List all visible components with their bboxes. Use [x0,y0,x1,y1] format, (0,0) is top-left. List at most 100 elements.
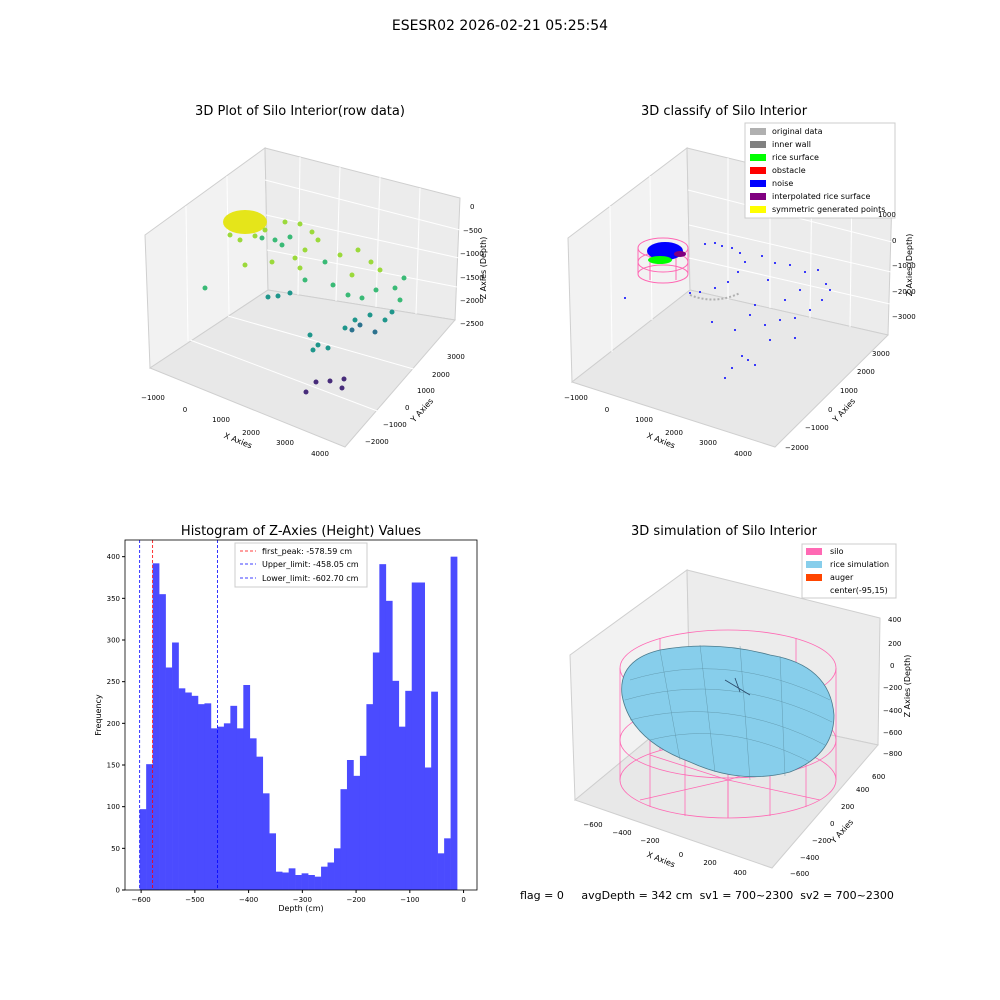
raw-ytick: −1000 [383,421,407,429]
raw-ytick: 2000 [432,371,450,379]
raw-ztick: −500 [463,227,482,235]
y-tick-label: 350 [107,595,120,603]
x-tick-label: −500 [185,896,204,904]
sim-rice-mesh [624,644,833,781]
sim-legend-swatch [806,574,822,581]
x-tick-label: −300 [293,896,312,904]
raw-ytick: 1000 [417,387,435,395]
raw-xtick: 0 [183,406,187,414]
histogram-x-axis: −600 −500 −400 −300 −200 −100 0 [132,890,466,904]
classify-legend-label: obstacle [772,166,806,175]
sim-ztick: 0 [890,662,894,670]
histogram-bar [159,594,166,890]
classify-legend-label: inner wall [772,140,811,149]
histogram-ylabel: Frequency [94,694,103,736]
sim-xtick: −600 [583,821,602,829]
classify-xtick: 4000 [734,450,752,458]
classify-ztick: 1000 [878,211,896,219]
sim-legend-swatch [806,548,822,555]
classify-interp-surface [674,251,686,257]
raw-ztick: −2500 [460,320,484,328]
y-tick-label: 400 [107,553,120,561]
classify-legend-label: noise [772,179,793,188]
raw-xtick: −1000 [141,394,165,402]
histogram-plot-frame [124,539,478,891]
histogram-bar [223,723,231,890]
sim-xtick: 400 [733,869,746,877]
simulation-legend: silo rice simulation auger center(-95,15… [801,543,897,599]
classify-pane-floor [570,289,889,448]
classify-ztick: −3000 [892,313,916,321]
classify-legend-swatch [750,167,766,174]
sim-ytick: 600 [872,773,885,781]
raw-ztick: −1000 [460,250,484,258]
histogram-bar [146,764,153,890]
classify-inner-wall-arc [689,292,741,301]
classify-plot-title: 3D classify of Silo Interior [640,104,808,119]
classify-3d-plot: original data inner wall rice surface ob… [564,122,916,458]
histogram-bar [269,833,277,890]
histogram-y-axis: 0 50 100 150 200 250 300 350 400 [107,553,125,895]
histogram-chart: −600 −500 −400 −300 −200 −100 0 0 50 100 150 200 25… [94,539,478,913]
classify-xtick: 3000 [699,439,717,447]
raw-ztick: −2000 [460,297,484,305]
histogram-bar [353,775,361,890]
histogram-bar [392,680,400,890]
classify-legend-label: interpolated rice surface [772,192,870,201]
histogram-bar [327,862,335,890]
legend-label: Lower_limit: -602.70 cm [262,574,359,583]
classify-rice-surface [648,256,672,264]
histogram-bar [314,876,322,890]
raw-xtick: 2000 [242,429,260,437]
raw-rice-cluster [223,210,267,234]
classify-legend-label: rice surface [772,153,819,162]
histogram-bar [301,873,309,890]
histogram-bar [405,690,413,890]
x-tick-label: −200 [346,896,365,904]
histogram-bar [256,756,264,890]
sim-ztick: 200 [888,640,901,648]
classify-ytick: 0 [828,406,832,414]
classify-ytick: −1000 [805,424,829,432]
classify-ztick: −2000 [892,288,916,296]
sim-legend-label: auger [830,573,854,582]
histogram-bar [262,793,270,890]
classify-xtick: 2000 [665,429,683,437]
classify-legend-swatch [750,128,766,135]
raw-ylabel: Y Axies [408,397,435,425]
histogram-bar [424,767,432,890]
histogram-bar [359,755,367,890]
raw-ztick: 0 [470,203,474,211]
classify-ytick: 2000 [857,368,875,376]
histogram-reference-lines [139,540,218,890]
classify-ytick: 3000 [872,350,890,358]
histogram-bar [450,556,458,890]
sim-ytick: −600 [790,870,809,878]
classify-silo-rings [637,237,689,284]
histogram-bar [210,728,218,890]
histogram-bar [197,704,205,890]
histogram-bar [217,726,225,890]
sim-auger [724,677,751,696]
legend-label: first_peak: -578.59 cm [262,547,352,556]
x-tick-label: −100 [400,896,419,904]
sim-ytick: 200 [841,803,854,811]
classify-legend-swatch [750,180,766,187]
x-tick-label: 0 [461,896,465,904]
sim-ytick: −200 [812,837,831,845]
histogram-bar [334,848,341,890]
status-sv2: sv2 = 700~2300 [800,889,894,902]
classify-xtick: −1000 [564,394,588,402]
classify-legend-swatch [750,193,766,200]
histogram-bar [411,582,419,890]
classify-ytick: 1000 [840,387,858,395]
sim-xtick: −400 [612,829,631,837]
classify-legend-label: original data [772,127,823,136]
x-tick-label: −400 [239,896,258,904]
histogram-bar [230,705,238,890]
histogram-bar [275,871,283,890]
raw-scatter-points [202,210,407,395]
classify-ytick: −2000 [785,444,809,452]
raw-3d-plot: −1000 0 1000 2000 3000 4000 −2000 −1000 … [141,147,488,458]
histogram-legend: first_peak: -578.59 cm Upper_limit: -458… [234,542,368,588]
